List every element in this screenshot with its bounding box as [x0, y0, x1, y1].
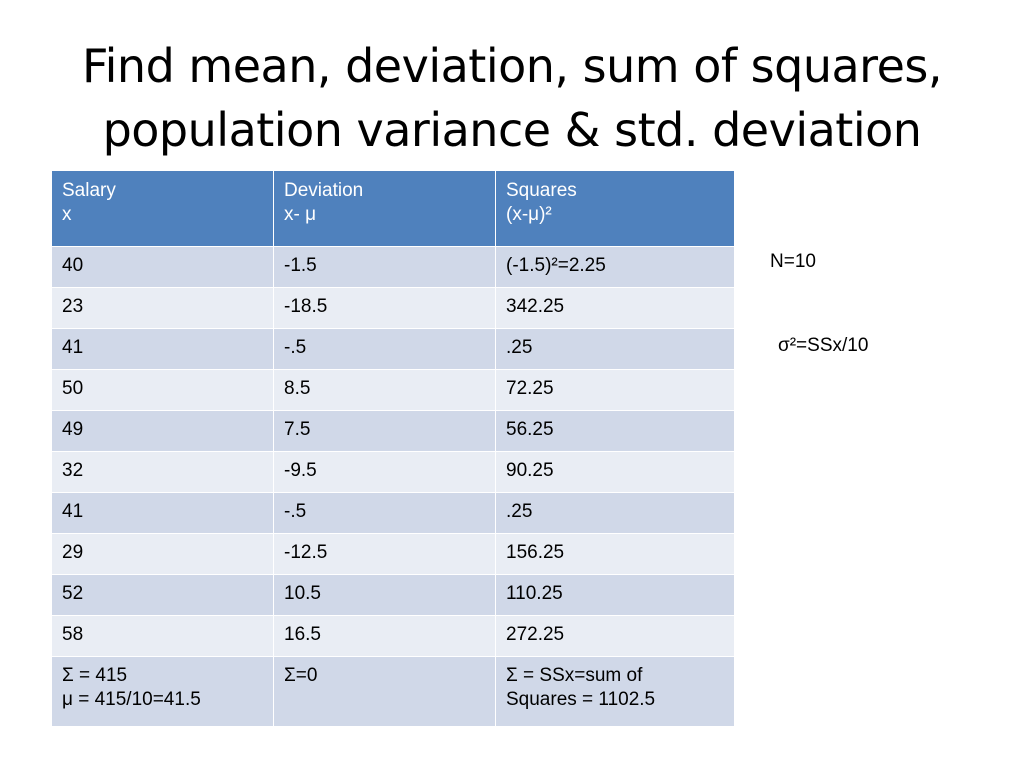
cell-salary: 23: [51, 287, 274, 329]
header-deviation-line-2: x- μ: [284, 204, 317, 225]
cell-deviation: -12.5: [273, 533, 496, 575]
cell-square: 56.25: [495, 410, 735, 452]
table-row: 23 -18.5 342.25: [51, 287, 735, 329]
cell-square: 272.25: [495, 615, 735, 657]
header-salary-line-2: x: [62, 204, 72, 225]
cell-salary: 58: [51, 615, 274, 657]
table-body: 40 -1.5 (-1.5)²=2.25 23 -18.5 342.25 41 …: [51, 246, 735, 727]
totals-row: Σ = 415 μ = 415/10=41.5 Σ=0 Σ = SSx=sum …: [51, 656, 735, 727]
cell-salary: 41: [51, 492, 274, 534]
header-squares: Squares (x-μ)²: [495, 170, 735, 247]
header-squares-line-2: (x-μ)²: [506, 204, 552, 225]
total-deviation: Σ=0: [273, 656, 496, 727]
table-header: Salary x Deviation x- μ Squares (x-μ)²: [51, 170, 735, 247]
header-row: Salary x Deviation x- μ Squares (x-μ)²: [51, 170, 735, 247]
cell-square: (-1.5)²=2.25: [495, 246, 735, 288]
slide-title-line-2: population variance & std. deviation: [102, 103, 922, 157]
total-squares: Σ = SSx=sum of Squares = 1102.5: [495, 656, 735, 727]
cell-square: 110.25: [495, 574, 735, 616]
cell-square: .25: [495, 328, 735, 370]
cell-deviation: 10.5: [273, 574, 496, 616]
slide-title: Find mean, deviation, sum of squares, po…: [40, 34, 984, 162]
table-row: 58 16.5 272.25: [51, 615, 735, 657]
table-row: 52 10.5 110.25: [51, 574, 735, 616]
table-row: 49 7.5 56.25: [51, 410, 735, 452]
cell-salary: 52: [51, 574, 274, 616]
table-row: 41 -.5 .25: [51, 492, 735, 534]
header-deviation-line-1: Deviation: [284, 180, 364, 201]
cell-deviation: 7.5: [273, 410, 496, 452]
table-row: 40 -1.5 (-1.5)²=2.25: [51, 246, 735, 288]
cell-salary: 41: [51, 328, 274, 370]
cell-deviation: -.5: [273, 492, 496, 534]
cell-salary: 32: [51, 451, 274, 493]
cell-square: 72.25: [495, 369, 735, 411]
total-deviation-sum: Σ=0: [284, 665, 318, 686]
header-salary: Salary x: [51, 170, 274, 247]
cell-square: 342.25: [495, 287, 735, 329]
cell-square: 90.25: [495, 451, 735, 493]
cell-deviation: 16.5: [273, 615, 496, 657]
header-salary-line-1: Salary: [62, 180, 116, 201]
variance-formula-note: σ²=SSx/10: [778, 335, 869, 356]
total-salary: Σ = 415 μ = 415/10=41.5: [51, 656, 274, 727]
total-squares-line-2: Squares = 1102.5: [506, 689, 656, 710]
cell-square: .25: [495, 492, 735, 534]
total-squares-line-1: Σ = SSx=sum of: [506, 665, 643, 686]
cell-salary: 50: [51, 369, 274, 411]
cell-deviation: -18.5: [273, 287, 496, 329]
cell-salary: 29: [51, 533, 274, 575]
table-row: 50 8.5 72.25: [51, 369, 735, 411]
sample-size-note: N=10: [770, 251, 816, 272]
slide-title-line-1: Find mean, deviation, sum of squares,: [82, 39, 942, 93]
cell-deviation: -.5: [273, 328, 496, 370]
header-squares-line-1: Squares: [506, 180, 577, 201]
table-row: 32 -9.5 90.25: [51, 451, 735, 493]
statistics-table: Salary x Deviation x- μ Squares (x-μ)² 4…: [51, 170, 735, 727]
table-row: 41 -.5 .25: [51, 328, 735, 370]
cell-deviation: -1.5: [273, 246, 496, 288]
cell-salary: 40: [51, 246, 274, 288]
total-salary-mean: μ = 415/10=41.5: [62, 689, 201, 710]
table-row: 29 -12.5 156.25: [51, 533, 735, 575]
cell-deviation: -9.5: [273, 451, 496, 493]
cell-salary: 49: [51, 410, 274, 452]
cell-square: 156.25: [495, 533, 735, 575]
cell-deviation: 8.5: [273, 369, 496, 411]
header-deviation: Deviation x- μ: [273, 170, 496, 247]
total-salary-sum: Σ = 415: [62, 665, 128, 686]
